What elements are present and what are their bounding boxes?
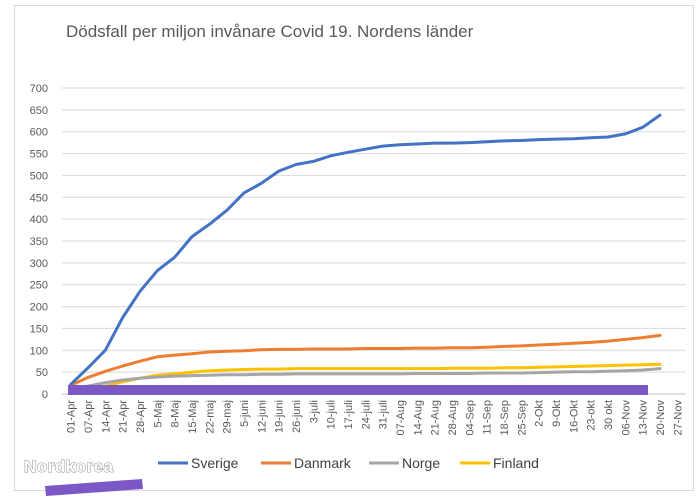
- chart-title: Dödsfall per miljon invånare Covid 19. N…: [66, 22, 474, 41]
- series-line-norge: [69, 367, 662, 392]
- x-tick-label: 25-Sep: [516, 400, 528, 435]
- series-line-danmark: [69, 333, 662, 387]
- x-tick-label: 06-Nov: [620, 400, 632, 436]
- overlay-bar-upper: [68, 385, 648, 395]
- x-tick-label: 2-Okt: [534, 400, 546, 427]
- overlay-bar-lower: [45, 479, 143, 496]
- x-tick-label: 30 okt: [603, 400, 615, 430]
- x-tick-label: 21-Apr: [118, 400, 130, 433]
- x-tick-label: 3-juli: [308, 400, 320, 423]
- x-tick-label: 29-maj: [222, 400, 234, 434]
- x-tick-label: 11-Sep: [482, 400, 494, 435]
- x-tick-label: 21-Aug: [430, 400, 442, 435]
- x-tick-label: 07-Apr: [83, 400, 95, 433]
- x-tick-label: 14-Apr: [100, 400, 112, 433]
- x-tick-label: 14-Aug: [412, 400, 424, 435]
- y-tick-label: 250: [30, 280, 48, 292]
- x-tick-label: 23-okt: [586, 400, 598, 431]
- legend-label-danmark: Danmark: [294, 455, 352, 471]
- x-tick-label: 19-juni: [274, 400, 286, 433]
- x-tick-label: 27-Nov: [672, 400, 684, 436]
- legend: Sverige Danmark Norge Finland: [158, 455, 539, 471]
- y-tick-label: 350: [30, 236, 48, 248]
- x-tick-label: 20-Nov: [655, 400, 667, 436]
- series-lines: [69, 113, 662, 395]
- x-tick-label: 5-Maj: [152, 400, 164, 428]
- legend-label-sverige: Sverige: [191, 455, 239, 471]
- overlay-annotations: Nordkorea: [24, 385, 648, 496]
- y-tick-label: 0: [42, 389, 48, 401]
- y-tick-label: 450: [30, 192, 48, 204]
- x-tick-label: 24-juli: [360, 400, 372, 429]
- x-tick-label: 12-juni: [256, 400, 268, 433]
- y-tick-label: 300: [30, 258, 48, 270]
- x-tick-label: 04-Sep: [464, 400, 476, 435]
- x-tick-label: 01-Apr: [66, 400, 78, 433]
- y-tick-label: 100: [30, 345, 48, 357]
- y-tick-label: 700: [30, 83, 48, 95]
- x-tick-label: 5-juni: [239, 400, 251, 427]
- series-line-sverige: [69, 113, 662, 386]
- x-tick-label: 10-juli: [326, 400, 338, 429]
- y-axis-ticks: 0 50 100 150 200 250 300 350 400 450 500 550 600 650 7…: [30, 83, 48, 401]
- x-tick-label: 07-Aug: [395, 400, 407, 435]
- x-tick-label: 13-Nov: [638, 400, 650, 436]
- chart-frame: [14, 5, 694, 491]
- legend-label-finland: Finland: [493, 455, 539, 471]
- y-tick-label: 600: [30, 127, 48, 139]
- x-tick-label: 26-juni: [291, 400, 303, 433]
- overlay-brand-label: Nordkorea: [24, 457, 114, 476]
- x-tick-label: 18-Sep: [499, 400, 511, 435]
- x-tick-label: 31-juli: [378, 400, 390, 429]
- y-tick-label: 500: [30, 170, 48, 182]
- x-tick-label: 22-maj: [204, 400, 216, 434]
- x-tick-label: 28-Apr: [135, 400, 147, 433]
- x-tick-label: 15-Maj: [187, 400, 199, 434]
- legend-label-norge: Norge: [402, 455, 440, 471]
- y-tick-label: 200: [30, 302, 48, 314]
- x-tick-label: 9-Okt: [551, 400, 563, 427]
- y-tick-label: 550: [30, 149, 48, 161]
- x-tick-label: 8-Maj: [170, 400, 182, 428]
- x-tick-label: 17-juli: [343, 400, 355, 429]
- y-tick-label: 50: [36, 367, 48, 379]
- y-tick-label: 150: [30, 323, 48, 335]
- x-tick-label: 28-Aug: [447, 400, 459, 435]
- y-tick-label: 400: [30, 214, 48, 226]
- series-line-finland: [69, 362, 662, 395]
- x-tick-label: 16-Okt: [568, 400, 580, 433]
- y-tick-label: 650: [30, 105, 48, 117]
- x-axis-ticks: 01-Apr 07-Apr 14-Apr 21-Apr 28-Apr 5-Maj 8-Maj…: [66, 400, 685, 436]
